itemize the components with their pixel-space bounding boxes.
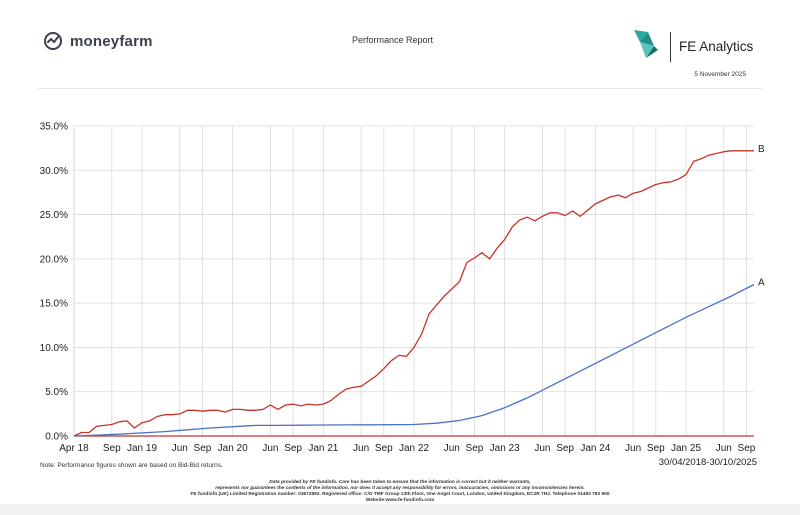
y-tick-label: 30.0%: [40, 166, 68, 177]
footer-line: Data provided by FE fundinfo. Care has b…: [269, 480, 531, 485]
report-title: Performance Report: [351, 35, 434, 45]
disclaimer-footer: Data provided by FE fundinfo. Care has b…: [0, 480, 800, 504]
x-tick-label: Jan 21: [308, 443, 338, 454]
y-tick-label: 10.0%: [40, 343, 68, 354]
x-tick-label: Jun: [353, 443, 369, 454]
x-tick-label: Sep: [284, 443, 302, 454]
page-edge: [0, 504, 800, 515]
moneyfarm-logo: moneyfarm: [43, 31, 153, 51]
footer-line: Website:www.fe-fundinfo.com: [365, 498, 435, 503]
x-tick-label: Jun: [534, 443, 550, 454]
series-end-label: A: [758, 278, 765, 289]
provider-name: FE Analytics: [679, 39, 754, 54]
header-divider: [38, 88, 762, 89]
x-tick-label: Sep: [466, 443, 484, 454]
x-tick-label: Apr 18: [59, 443, 89, 454]
x-tick-label: Jun: [444, 443, 460, 454]
x-tick-label: Jan 25: [671, 443, 701, 454]
y-tick-label: 5.0%: [45, 387, 68, 398]
x-tick-label: Sep: [103, 443, 121, 454]
x-tick-label: Sep: [194, 443, 212, 454]
y-tick-label: 25.0%: [40, 210, 68, 221]
fe-analytics-logo: FE Analytics: [632, 28, 753, 65]
x-tick-label: Sep: [647, 443, 665, 454]
x-tick-label: Sep: [556, 443, 574, 454]
x-tick-label: Jun: [262, 443, 278, 454]
x-tick-label: Jan 20: [218, 443, 248, 454]
x-tick-label: Jan 22: [399, 443, 429, 454]
footer-line: represents nor guarantees the contents o…: [215, 486, 585, 491]
y-tick-label: 35.0%: [40, 122, 68, 133]
y-tick-label: 15.0%: [40, 299, 68, 310]
brand-name: moneyfarm: [70, 32, 153, 50]
y-tick-label: 20.0%: [40, 254, 68, 265]
x-tick-label: Jan 24: [580, 443, 610, 454]
footer-line: FE fundinfo (UK) Limited Registration nu…: [190, 492, 610, 497]
x-tick-label: Jun: [625, 443, 641, 454]
x-tick-label: Jun: [172, 443, 188, 454]
moneyfarm-logo-icon: [43, 31, 63, 51]
returns-note: Note: Performance figures shown are base…: [40, 462, 223, 469]
x-tick-label: Sep: [738, 443, 756, 454]
report-header: moneyfarm Performance Report FE Analytic…: [0, 0, 800, 90]
x-tick-label: Jun: [716, 443, 732, 454]
series-end-label: B: [758, 144, 765, 155]
x-tick-label: Jan 23: [490, 443, 520, 454]
x-tick-label: Sep: [375, 443, 393, 454]
date-range: 30/04/2018-30/10/2025: [658, 457, 757, 468]
x-tick-label: Jan 19: [127, 443, 157, 454]
series-line-b: [73, 150, 754, 437]
fe-analytics-logo-icon: [632, 28, 660, 65]
series-line-a: [73, 283, 755, 437]
report-date: 5 November 2025: [694, 71, 746, 78]
y-tick-label: 0.0%: [45, 432, 68, 443]
logo-divider: [670, 31, 671, 62]
